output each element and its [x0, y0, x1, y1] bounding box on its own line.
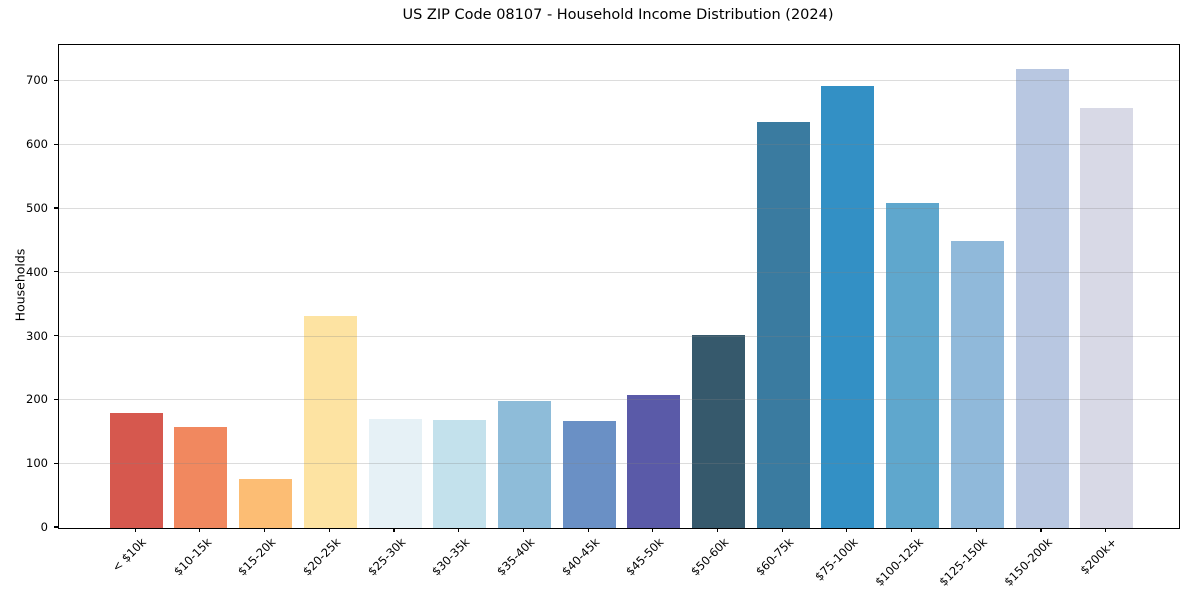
gridline-500 [59, 207, 1179, 209]
ytick-mark [54, 334, 58, 337]
ytick-mark [54, 526, 58, 528]
plot-area [58, 44, 1180, 529]
xtick-label-$150-200k: $150-200k [1001, 535, 1055, 589]
xtick-mark [587, 528, 589, 532]
xtick-label-$100-125k: $100-125k [871, 535, 926, 589]
xtick-mark [716, 528, 719, 532]
xtick-label-$200k+: $200k+ [1077, 535, 1120, 578]
xtick-label-< $10k: < $10k [109, 535, 150, 575]
xtick-label-$10-15k: $10-15k [170, 535, 214, 579]
bar-$125-150k [950, 240, 1004, 528]
xtick-label-$45-50k: $45-50k [623, 535, 667, 579]
ytick-mark [54, 462, 58, 464]
ytick-label-700: 700 [26, 73, 48, 88]
xtick-mark [522, 528, 524, 532]
ytick-label-200: 200 [26, 392, 48, 407]
bar-$40-45k [562, 421, 616, 528]
xtick-mark [911, 528, 913, 532]
xtick-label-$40-45k: $40-45k [558, 535, 603, 579]
xtick-mark [264, 528, 266, 532]
xtick-label-$30-35k: $30-35k [429, 535, 473, 579]
bar-$15-20k [239, 478, 293, 528]
ytick-label-0: 0 [40, 520, 48, 534]
gridline-400 [59, 271, 1179, 273]
xtick-label-$60-75k: $60-75k [752, 535, 797, 579]
xtick-mark [975, 528, 977, 532]
bar-$30-35k [433, 420, 487, 528]
xtick-mark [458, 528, 460, 532]
bar-< $10k [109, 413, 163, 528]
ytick-mark [54, 398, 58, 400]
xtick-mark [652, 528, 654, 532]
xtick-label-$20-25k: $20-25k [299, 535, 344, 579]
xtick-label-$25-30k: $25-30k [364, 535, 408, 579]
xtick-label-$75-100k: $75-100k [812, 535, 861, 584]
xtick-label-$125-150k: $125-150k [936, 535, 991, 589]
xtick-mark [134, 528, 136, 532]
bar-$20-25k [303, 316, 357, 528]
gridline-700 [59, 80, 1179, 82]
bar-$150-200k [1015, 69, 1069, 528]
xtick-mark [1105, 528, 1107, 532]
ytick-mark [54, 271, 58, 273]
xtick-mark [393, 528, 395, 532]
xtick-label-$50-60k: $50-60k [687, 535, 732, 579]
bar-$10-15k [174, 426, 228, 528]
xtick-mark [199, 528, 201, 532]
ytick-mark [54, 143, 58, 145]
y-axis-label: Households [12, 248, 28, 322]
bar-$35-40k [497, 401, 551, 528]
bar-$25-30k [368, 418, 422, 528]
bar-$100-125k [886, 203, 940, 528]
ytick-label-600: 600 [26, 137, 48, 152]
bar-$60-75k [756, 122, 810, 528]
ytick-label-300: 300 [26, 328, 48, 343]
bar-$45-50k [627, 394, 681, 528]
xtick-mark [781, 528, 783, 532]
gridline-600 [59, 144, 1179, 146]
xtick-label-$35-40k: $35-40k [493, 535, 538, 579]
chart-title: US ZIP Code 08107 - Household Income Dis… [402, 7, 834, 23]
xtick-mark [1040, 528, 1042, 532]
ytick-label-400: 400 [26, 264, 48, 279]
ytick-mark [54, 79, 58, 81]
ytick-label-500: 500 [26, 200, 48, 215]
bar-$200k+ [1080, 107, 1134, 528]
xtick-mark [846, 528, 848, 532]
xtick-label-$15-20k: $15-20k [235, 535, 279, 579]
ytick-mark [54, 207, 58, 209]
gridline-300 [59, 335, 1179, 337]
gridline-200 [59, 399, 1179, 401]
gridline-100 [59, 463, 1179, 465]
ytick-label-100: 100 [26, 456, 48, 471]
bar-$75-100k [821, 86, 875, 528]
bar-$50-60k [692, 335, 745, 528]
xtick-mark [328, 528, 330, 532]
